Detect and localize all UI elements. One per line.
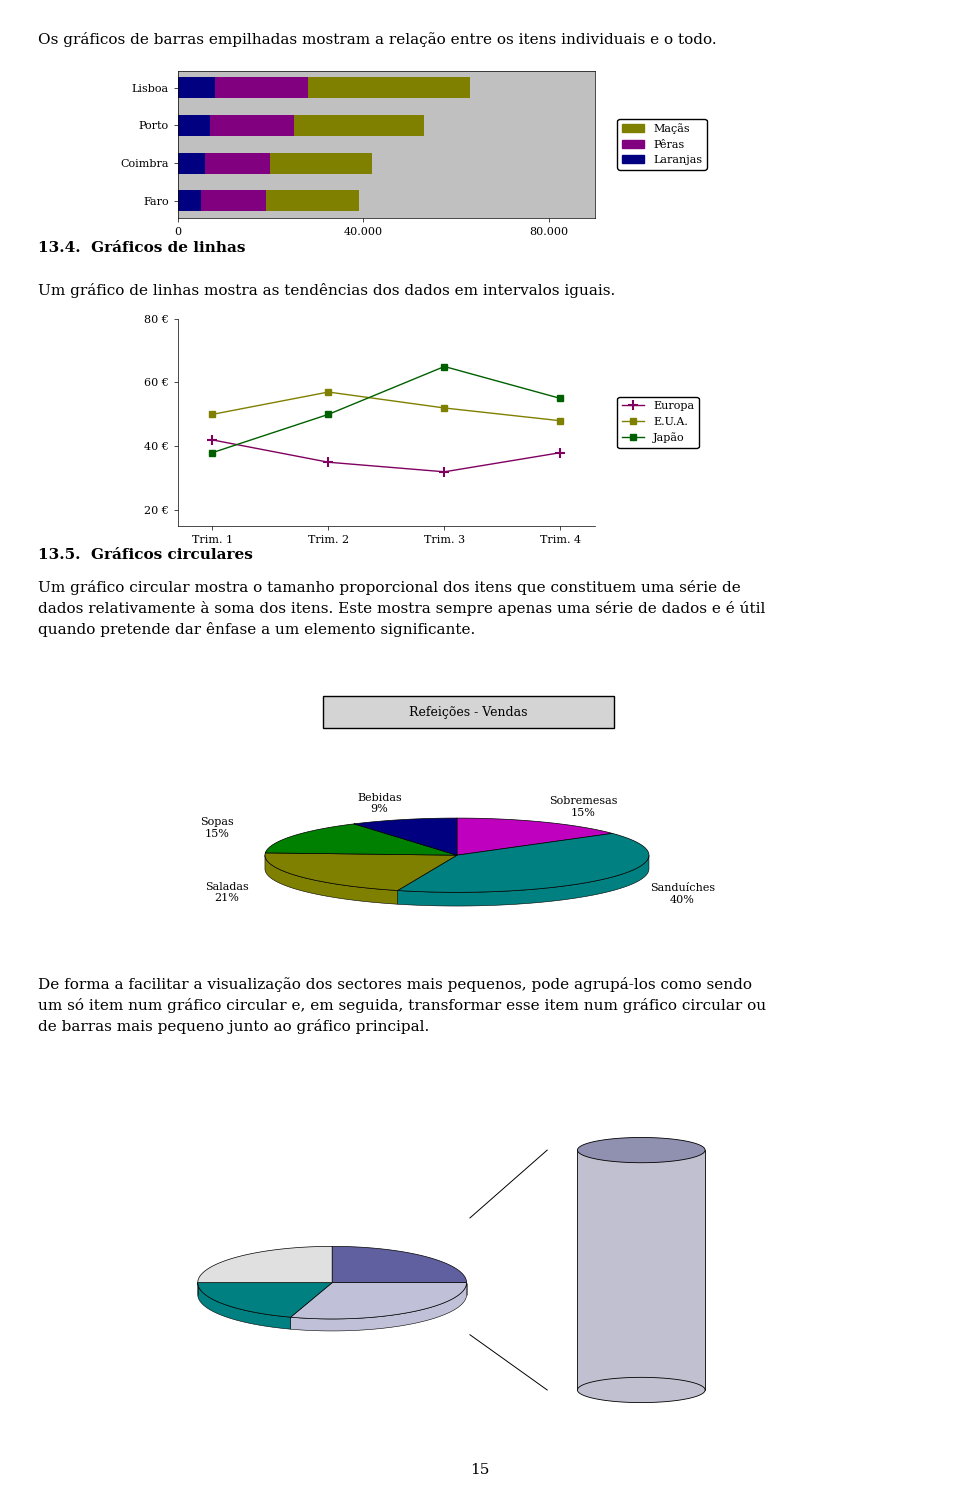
Polygon shape <box>198 1282 332 1317</box>
Text: Saladas
21%: Saladas 21% <box>204 882 249 903</box>
Text: Refeições - Vendas: Refeições - Vendas <box>409 705 528 718</box>
Legend: Europa, E.U.A., Japão: Europa, E.U.A., Japão <box>617 397 699 448</box>
Bar <box>178 153 205 173</box>
Bar <box>271 153 372 173</box>
Bar <box>205 153 271 173</box>
Polygon shape <box>332 1246 467 1282</box>
Text: Bebidas
9%: Bebidas 9% <box>357 792 401 815</box>
Polygon shape <box>578 1377 705 1402</box>
Bar <box>578 1150 705 1390</box>
Polygon shape <box>198 1282 291 1329</box>
Legend: Maçãs, Pêras, Laranjas: Maçãs, Pêras, Laranjas <box>617 119 707 170</box>
Polygon shape <box>265 852 457 890</box>
Polygon shape <box>578 1138 705 1163</box>
Bar <box>266 191 359 212</box>
Polygon shape <box>397 855 649 906</box>
Bar <box>215 77 307 98</box>
Bar <box>307 77 470 98</box>
Polygon shape <box>291 1282 467 1332</box>
Text: Sanduíches
40%: Sanduíches 40% <box>650 882 715 905</box>
Polygon shape <box>291 1282 467 1320</box>
Text: Um gráfico de linhas mostra as tendências dos dados em intervalos iguais.: Um gráfico de linhas mostra as tendência… <box>38 283 615 298</box>
Polygon shape <box>354 818 457 855</box>
Text: Os gráficos de barras empilhadas mostram a relação entre os itens individuais e : Os gráficos de barras empilhadas mostram… <box>38 32 717 47</box>
FancyBboxPatch shape <box>323 696 614 727</box>
Polygon shape <box>265 824 457 855</box>
Text: 13.4.  Gráficos de linhas: 13.4. Gráficos de linhas <box>38 240 246 256</box>
Text: Um gráfico circular mostra o tamanho proporcional dos itens que constituem uma s: Um gráfico circular mostra o tamanho pro… <box>38 580 766 637</box>
Text: Sopas
15%: Sopas 15% <box>201 818 234 839</box>
Bar <box>178 116 210 135</box>
Polygon shape <box>457 818 612 855</box>
Bar <box>210 116 294 135</box>
Bar <box>178 77 215 98</box>
Bar <box>294 116 423 135</box>
Bar <box>178 191 201 212</box>
Text: Sobremesas
15%: Sobremesas 15% <box>549 797 617 818</box>
Text: 13.5.  Gráficos circulares: 13.5. Gráficos circulares <box>38 547 253 562</box>
Polygon shape <box>198 1246 332 1282</box>
Bar <box>201 191 266 212</box>
Text: De forma a facilitar a visualização dos sectores mais pequenos, pode agrupá-los : De forma a facilitar a visualização dos … <box>38 977 766 1034</box>
Text: 15: 15 <box>470 1462 490 1477</box>
Polygon shape <box>265 855 397 905</box>
Polygon shape <box>397 833 649 893</box>
